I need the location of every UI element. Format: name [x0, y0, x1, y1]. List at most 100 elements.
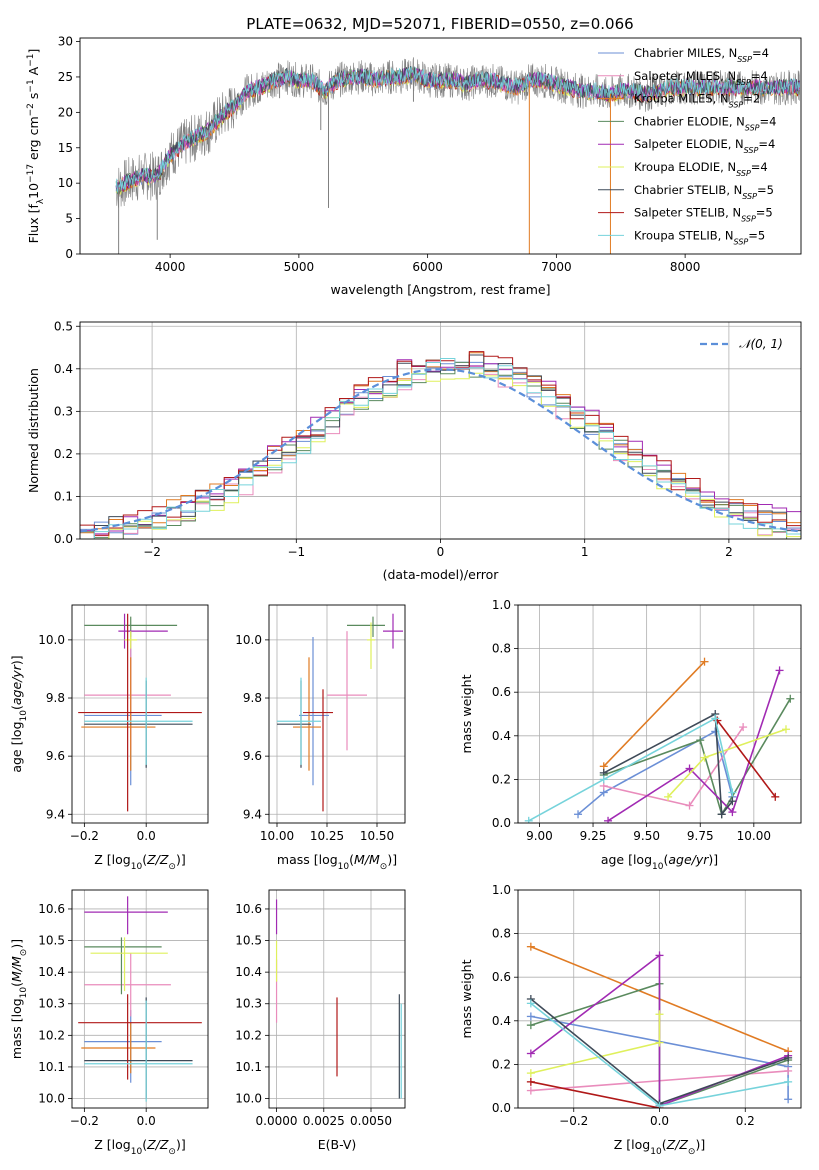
mass-vs-Z-panel: −0.2 0.0 10.0 10.1 10.2 10.3 10.4 10.5 10.6 Z [lo… [9, 889, 209, 1157]
legend-label-kroupa_elodie: Kroupa ELODIE, NSSP=4 [634, 160, 768, 178]
weight-vs-age-ytick-label: 0.4 [492, 729, 511, 743]
legend-label-kroupa_miles: Kroupa MILES, NSSP=2 [634, 92, 760, 110]
mass-vs-ebv-ytick-label: 10.5 [235, 934, 262, 948]
weight-vs-age-ylabel: mass weight [459, 674, 474, 753]
age-vs-Z-plot-area [78, 613, 202, 812]
spectrum-xtick-label: 8000 [670, 260, 701, 274]
weight-vs-age-xtick-label: 10.00 [737, 829, 771, 843]
legend-label-chabrier_miles: Chabrier MILES, NSSP=4 [634, 46, 769, 64]
weight-vs-age-line-salpeter_stelib [716, 720, 776, 798]
residual-ytick-label: 0.5 [54, 319, 73, 333]
age-vs-Z-xlabel: Z [log10(Z/Z⊙)] [94, 852, 185, 872]
mass-vs-Z-ytick-label: 10.3 [38, 997, 65, 1011]
age-vs-mass-plot-area [277, 613, 403, 812]
residual-xlabel: (data-model)/error [383, 567, 500, 582]
mass-vs-ebv-xtick-label: 0.0000 [256, 1114, 298, 1128]
weight-vs-Z-ytick-label: 0.4 [492, 1014, 511, 1028]
legend-label-salpeter_elodie: Salpeter ELODIE, NSSP=4 [634, 137, 775, 155]
age-vs-mass-xtick-label: 10.00 [260, 829, 294, 843]
age-vs-Z-ylabel: age [log10(age/yr)] [9, 655, 29, 772]
spectrum-ytick-label: 15 [58, 141, 73, 155]
spectrum-ytick-label: 10 [58, 176, 73, 190]
weight-vs-age-line-chabrier_stelib [603, 712, 734, 817]
residual-xtick-label: 0 [437, 545, 445, 559]
spectrum-model-kroupa_stelib [115, 66, 801, 193]
spectrum-frame [79, 37, 802, 255]
residual-xtick-label: −1 [287, 545, 305, 559]
residual-panel: −2 −1 0 1 2 0.0 0.1 0.2 0.3 0.4 0.5 (data-model)/er… [26, 319, 802, 582]
weight-vs-age-line-salpeter_elodie [607, 670, 781, 822]
weight-vs-Z-xtick-label: 0.0 [650, 1114, 669, 1128]
age-vs-mass-xlabel: mass [log10(M/M⊙)] [277, 852, 397, 872]
spectrum-ytick-label: 25 [58, 70, 73, 84]
spectrum-ytick-label: 0 [65, 247, 73, 261]
mass-vs-ebv-ytick-label: 10.0 [235, 1092, 262, 1106]
legend-label-chabrier_stelib: Chabrier STELIB, NSSP=5 [634, 183, 774, 201]
mass-vs-Z-xlabel: Z [log10(Z/Z⊙)] [94, 1137, 185, 1157]
weight-vs-age-xtick-label: 9.00 [526, 829, 553, 843]
spectrum-ytick-label: 5 [65, 212, 73, 226]
residual-ytick-label: 0.4 [54, 362, 73, 376]
weight-vs-age-line-kroupa_stelib [528, 717, 734, 822]
weight-vs-age-ytick-label: 0.2 [492, 772, 511, 786]
mass-vs-ebv-xtick-label: 0.0025 [303, 1114, 345, 1128]
residual-ytick-label: 0.0 [54, 532, 73, 546]
age-vs-mass-ytick-label: 10.0 [235, 633, 262, 647]
legend-label-salpeter_stelib: Salpeter STELIB, NSSP=5 [634, 206, 773, 224]
spectrum-plot-area [115, 57, 801, 254]
mass-vs-Z-ytick-label: 10.2 [38, 1028, 65, 1042]
weight-vs-age-plot-area [524, 657, 795, 823]
weight-vs-Z-panel: −0.2 0.0 0.2 0.0 0.2 0.4 0.6 0.8 1.0 Z [log10(Z/Z… [459, 883, 802, 1157]
mass-vs-Z-plot-area [78, 896, 202, 1102]
age-vs-mass-frame [268, 604, 406, 824]
mass-vs-Z-ytick-label: 10.6 [38, 902, 65, 916]
spectrum-ylabel: Flux [fλ10−17 erg cm−2 s−1 A−1] [26, 49, 46, 244]
age-vs-Z-ytick-label: 9.4 [46, 807, 65, 821]
mass-vs-ebv-xtick-label: 0.0050 [350, 1114, 392, 1128]
weight-vs-age-line-chabrier_elodie [603, 698, 791, 817]
mass-vs-ebv-ytick-label: 10.2 [235, 1028, 262, 1042]
residual-ytick-label: 0.3 [54, 404, 73, 418]
weight-vs-age-line-kroupa_miles [603, 661, 706, 767]
spectrum-xtick-label: 6000 [412, 260, 443, 274]
weight-vs-Z-ytick-label: 0.2 [492, 1057, 511, 1071]
weight-vs-Z-ytick-label: 0.6 [492, 970, 511, 984]
age-vs-Z-xtick-label: 0.0 [137, 829, 156, 843]
spectrum-xlabel: wavelength [Angstrom, rest frame] [330, 282, 550, 297]
normal-curve [80, 368, 799, 533]
age-vs-Z-ytick-label: 10.0 [38, 633, 65, 647]
weight-vs-age-ytick-label: 0.0 [492, 816, 511, 830]
mass-vs-Z-xtick-label: −0.2 [70, 1114, 99, 1128]
residual-xtick-label: −2 [143, 545, 161, 559]
mass-vs-ebv-ytick-label: 10.6 [235, 902, 262, 916]
mass-vs-Z-xtick-label: 0.0 [137, 1114, 156, 1128]
weight-vs-age-panel: 9.00 9.25 9.50 9.75 10.00 0.0 0.2 0.4 0.6 0.8 1.0 a… [459, 598, 802, 872]
mass-vs-ebv-plot-area [275, 899, 402, 1099]
residual-xtick-label: 2 [725, 545, 733, 559]
weight-vs-Z-xtick-label: −0.2 [559, 1114, 588, 1128]
weight-vs-age-ytick-label: 0.6 [492, 685, 511, 699]
age-vs-mass-ytick-label: 9.4 [243, 807, 262, 821]
legend-label-chabrier_elodie: Chabrier ELODIE, NSSP=4 [634, 114, 776, 131]
weight-vs-age-xtick-label: 9.50 [633, 829, 660, 843]
spectrum-ytick-label: 30 [58, 35, 73, 49]
age-vs-mass-xtick-label: 10.25 [310, 829, 344, 843]
spectrum-panel: 4000 5000 6000 7000 8000 0 5 10 15 20 25 30 waveleng… [26, 35, 802, 297]
weight-vs-Z-ytick-label: 1.0 [492, 883, 511, 897]
age-vs-Z-ytick-label: 9.8 [46, 691, 65, 705]
residual-ylabel: Normed distribution [26, 368, 41, 493]
mass-vs-ebv-ytick-label: 10.4 [235, 965, 262, 979]
residual-xtick-label: 1 [581, 545, 589, 559]
mass-vs-Z-ytick-label: 10.0 [38, 1092, 65, 1106]
weight-vs-age-line-chabrier_miles [577, 730, 734, 815]
weight-vs-age-ytick-label: 1.0 [492, 598, 511, 612]
spectrum-data-line [115, 57, 800, 208]
mass-vs-ebv-ytick-label: 10.1 [235, 1060, 262, 1074]
residual-ytick-label: 0.2 [54, 447, 73, 461]
residual-plot-area [80, 351, 801, 539]
mass-vs-ebv-panel: 0.0000 0.0025 0.0050 10.0 10.1 10.2 10.3 10.4 10… [235, 889, 406, 1152]
age-vs-Z-panel: −0.2 0.0 9.4 9.6 9.8 10.0 Z [log10(Z/Z⊙)] age [… [9, 604, 209, 872]
weight-vs-Z-line-salpeter_stelib [530, 1081, 660, 1108]
